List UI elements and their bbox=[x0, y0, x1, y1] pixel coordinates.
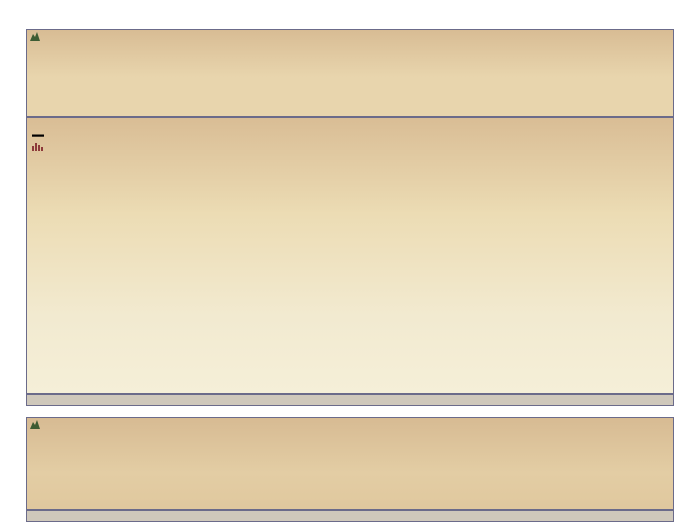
mfi-plot bbox=[27, 418, 673, 509]
date-band-ticks bbox=[27, 395, 673, 405]
rsi-plot bbox=[27, 30, 673, 116]
rsi-panel bbox=[26, 29, 674, 117]
date-axis-band-bottom bbox=[26, 510, 674, 522]
quote-line bbox=[28, 16, 163, 28]
price-plot bbox=[27, 118, 673, 393]
mfi-panel bbox=[26, 417, 674, 510]
date-axis-band-top bbox=[26, 394, 674, 406]
price-volume-panel bbox=[26, 117, 674, 394]
date-axis-labels-bottom bbox=[26, 517, 674, 531]
chart-header bbox=[0, 0, 700, 28]
